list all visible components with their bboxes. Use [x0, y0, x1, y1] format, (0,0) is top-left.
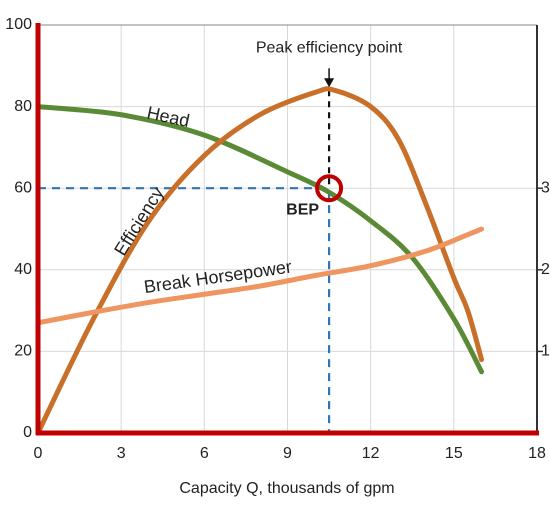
bep-marker	[315, 174, 344, 203]
y2-tick-label: 1	[541, 343, 550, 360]
series-line	[35, 86, 485, 436]
y-tick-label: 0	[23, 424, 32, 441]
y-tick-label: 80	[14, 98, 32, 115]
x-tick-label: 15	[445, 445, 463, 462]
y2-tick-label: 2	[541, 261, 550, 278]
bep-guide	[38, 187, 331, 433]
x-axis-label: Capacity Q, thousands of gpm	[179, 480, 394, 497]
series-line	[35, 104, 485, 375]
x-tick-label: 3	[117, 445, 126, 462]
peak-arrow	[324, 78, 335, 88]
bep-label: BEP	[286, 201, 319, 218]
x-tick-label: 6	[200, 445, 209, 462]
series-line	[35, 226, 485, 326]
y-tick-label: 20	[14, 343, 32, 360]
y-tick-label: 40	[14, 261, 32, 278]
y2-tick-label: 3	[541, 179, 550, 196]
y-tick-label: 100	[5, 16, 32, 33]
x-tick-label: 12	[362, 445, 380, 462]
series-label: Efficiency	[110, 184, 168, 260]
x-tick-label: 18	[528, 445, 546, 462]
x-tick-label: 9	[283, 445, 292, 462]
y-tick-label: 60	[14, 179, 32, 196]
x-tick-label: 0	[34, 445, 43, 462]
peak-label: Peak efficiency point	[256, 39, 403, 56]
